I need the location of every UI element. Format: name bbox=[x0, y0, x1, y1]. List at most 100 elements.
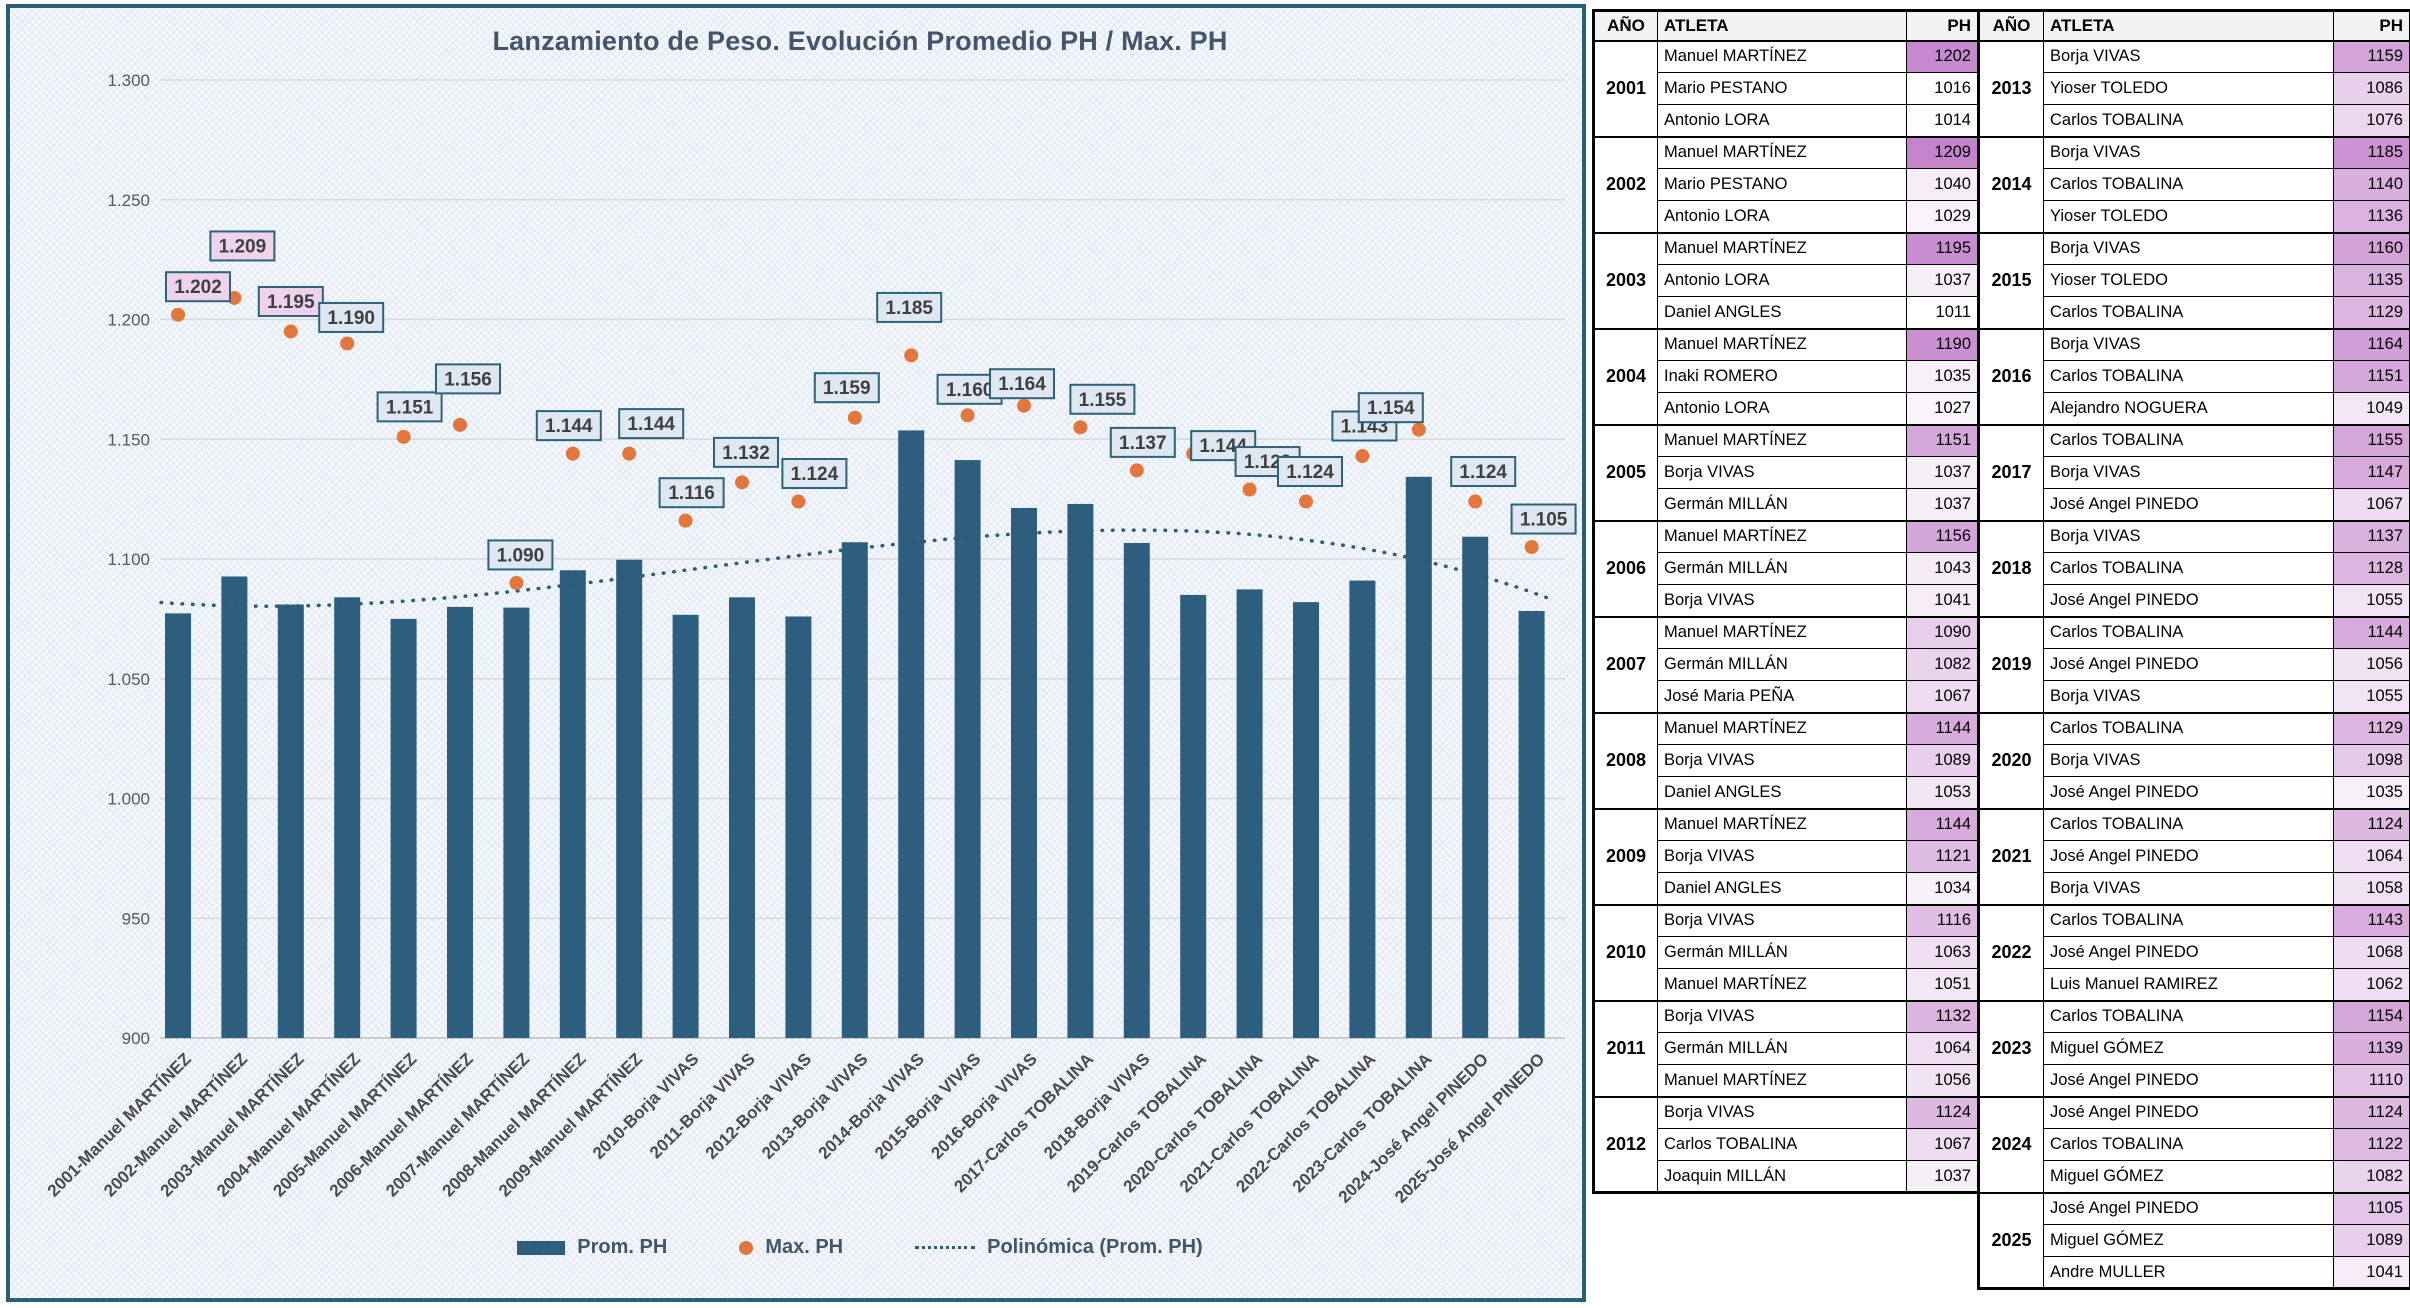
year-cell: 2005 bbox=[1593, 423, 1658, 521]
year-cell: 2025 bbox=[1978, 1191, 2044, 1289]
max-ph-label-box bbox=[535, 410, 602, 442]
table-row: Borja VIVAS 1121 bbox=[1594, 840, 1979, 873]
max-ph-point bbox=[1468, 494, 1483, 509]
max-ph-label-box bbox=[713, 436, 779, 468]
dot-swatch-icon bbox=[739, 1240, 754, 1255]
table-row: 2016 Borja VIVAS 1164 bbox=[1978, 327, 2410, 425]
ph-cell: 1029 bbox=[1906, 200, 1979, 233]
max-ph-label: 1.116 bbox=[668, 483, 715, 504]
max-ph-label-box bbox=[209, 230, 276, 262]
legend-label-max-ph: Max. PH bbox=[765, 1236, 844, 1258]
athlete-cell: Germán MILLÁN bbox=[1657, 488, 1907, 521]
table-row: Carlos TOBALINA 1140 bbox=[1979, 168, 2410, 201]
athlete-cell: Carlos TOBALINA bbox=[2043, 903, 2334, 937]
athlete-cell: José Angel PINEDO bbox=[2043, 1064, 2334, 1097]
max-ph-point bbox=[622, 446, 637, 461]
athlete-cell: Manuel MARTÍNEZ bbox=[1657, 615, 1907, 649]
results-table-2013-2025: AÑO ATLETA PH 2013 Borja VIVAS 1159 Yioser TOL… bbox=[1977, 9, 2410, 1290]
ph-cell: 1082 bbox=[1906, 648, 1979, 681]
athlete-cell: Borja VIVAS bbox=[1657, 999, 1907, 1033]
ph-cell: 1136 bbox=[2333, 200, 2410, 233]
bar-swatch-icon bbox=[517, 1240, 566, 1255]
max-ph-label-box bbox=[1510, 503, 1577, 535]
max-ph-label-box bbox=[1357, 392, 1424, 424]
athlete-cell: Carlos TOBALINA bbox=[2043, 999, 2334, 1033]
table-row: Miguel GÓMEZ 1139 bbox=[1979, 1032, 2410, 1065]
athlete-cell: Germán MILLÁN bbox=[1657, 936, 1907, 969]
table-row: Carlos TOBALINA 1067 bbox=[1594, 1128, 1979, 1161]
x-category-label: 2018-Borja VIVAS bbox=[1040, 1049, 1153, 1162]
athlete-cell: Carlos TOBALINA bbox=[2043, 296, 2334, 329]
max-ph-label-box bbox=[876, 291, 943, 323]
athlete-cell: Mario PESTANO bbox=[1657, 168, 1907, 201]
max-ph-label: 1.164 bbox=[998, 374, 1046, 395]
max-ph-point bbox=[565, 446, 580, 461]
table-row: 2004 Manuel MARTÍNEZ 1190 bbox=[1593, 327, 1979, 425]
col-header-ph: PH bbox=[1906, 10, 1979, 42]
table-row: Daniel ANGLES 1011 bbox=[1594, 296, 1979, 329]
max-ph-label: 1.202 bbox=[174, 277, 222, 298]
max-ph-point bbox=[904, 348, 919, 363]
chart-title: Lanzamiento de Peso. Evolución Promedio … bbox=[492, 26, 1228, 56]
ph-cell: 1041 bbox=[2333, 1256, 2410, 1289]
athlete-cell: Joaquin MILLÁN bbox=[1657, 1160, 1907, 1193]
col-header-ph: PH bbox=[2333, 10, 2410, 42]
athlete-cell: Daniel ANGLES bbox=[1657, 296, 1907, 329]
max-ph-label-box bbox=[781, 458, 848, 490]
max-ph-point bbox=[735, 475, 749, 490]
athlete-cell: Manuel MARTÍNEZ bbox=[1657, 423, 1907, 457]
athlete-cell: José Angel PINEDO bbox=[2043, 648, 2334, 681]
athlete-cell: Borja VIVAS bbox=[2043, 39, 2334, 73]
max-ph-point bbox=[1299, 494, 1313, 509]
athlete-cell: José Angel PINEDO bbox=[2043, 840, 2334, 873]
athlete-cell: Yioser TOLEDO bbox=[2043, 72, 2334, 105]
table-row: Borja VIVAS 1055 bbox=[1979, 680, 2410, 713]
max-ph-point bbox=[678, 513, 693, 528]
max-ph-point bbox=[171, 307, 185, 322]
max-ph-label: 1.156 bbox=[444, 369, 492, 390]
bar-prom-ph bbox=[277, 604, 304, 1038]
table-row: Andre MULLER 1041 bbox=[1979, 1256, 2410, 1289]
athlete-cell: José Angel PINEDO bbox=[2043, 488, 2334, 521]
table-row: Borja VIVAS 1089 bbox=[1594, 744, 1979, 777]
ph-cell: 1037 bbox=[1906, 1160, 1979, 1193]
table-row: Germán MILLÁN 1064 bbox=[1594, 1032, 1979, 1065]
athlete-cell: Carlos TOBALINA bbox=[2043, 360, 2334, 393]
legend-item-prom-ph: Prom. PH bbox=[517, 1236, 667, 1259]
athlete-cell: Germán MILLÁN bbox=[1657, 552, 1907, 585]
max-ph-label: 1.132 bbox=[722, 443, 770, 464]
x-category-label: 2013-Borja VIVAS bbox=[758, 1049, 871, 1162]
max-ph-point bbox=[283, 324, 298, 339]
table-row: Yioser TOLEDO 1135 bbox=[1979, 264, 2410, 297]
ph-cell: 1067 bbox=[1906, 680, 1979, 713]
year-cell: 2013 bbox=[1978, 39, 2044, 137]
max-ph-label: 1.105 bbox=[1520, 510, 1568, 531]
ph-cell: 1160 bbox=[2333, 231, 2410, 265]
max-ph-label-box bbox=[165, 271, 231, 303]
athlete-cell: Miguel GÓMEZ bbox=[2043, 1224, 2334, 1257]
max-ph-point bbox=[1242, 482, 1257, 497]
athlete-cell: Carlos TOBALINA bbox=[2043, 711, 2334, 745]
ph-cell: 1055 bbox=[2333, 584, 2410, 617]
table-row: Carlos TOBALINA 1122 bbox=[1979, 1128, 2410, 1161]
ph-cell: 1064 bbox=[2333, 840, 2410, 873]
athlete-cell: Borja VIVAS bbox=[1657, 840, 1907, 873]
bar-prom-ph bbox=[954, 460, 981, 1038]
ph-cell: 1129 bbox=[2333, 296, 2410, 329]
table-row: 2002 Manuel MARTÍNEZ 1209 bbox=[1593, 135, 1979, 233]
max-ph-label-box bbox=[1069, 383, 1136, 415]
athlete-cell: Antonio LORA bbox=[1657, 392, 1907, 425]
bar-prom-ph bbox=[165, 613, 191, 1038]
athlete-cell: Borja VIVAS bbox=[1657, 456, 1907, 489]
table-row: Yioser TOLEDO 1086 bbox=[1979, 72, 2410, 105]
max-ph-point bbox=[1017, 398, 1031, 413]
col-header-athlete: ATLETA bbox=[2043, 10, 2334, 42]
ph-cell: 1164 bbox=[2333, 327, 2410, 361]
max-ph-label: 1.124 bbox=[791, 464, 839, 485]
year-cell: 2001 bbox=[1593, 39, 1658, 137]
year-cell: 2009 bbox=[1593, 807, 1658, 905]
ph-cell: 1132 bbox=[1906, 999, 1979, 1033]
max-ph-label: 1.124 bbox=[1286, 462, 1334, 483]
athlete-cell: Manuel MARTÍNEZ bbox=[1657, 39, 1907, 73]
